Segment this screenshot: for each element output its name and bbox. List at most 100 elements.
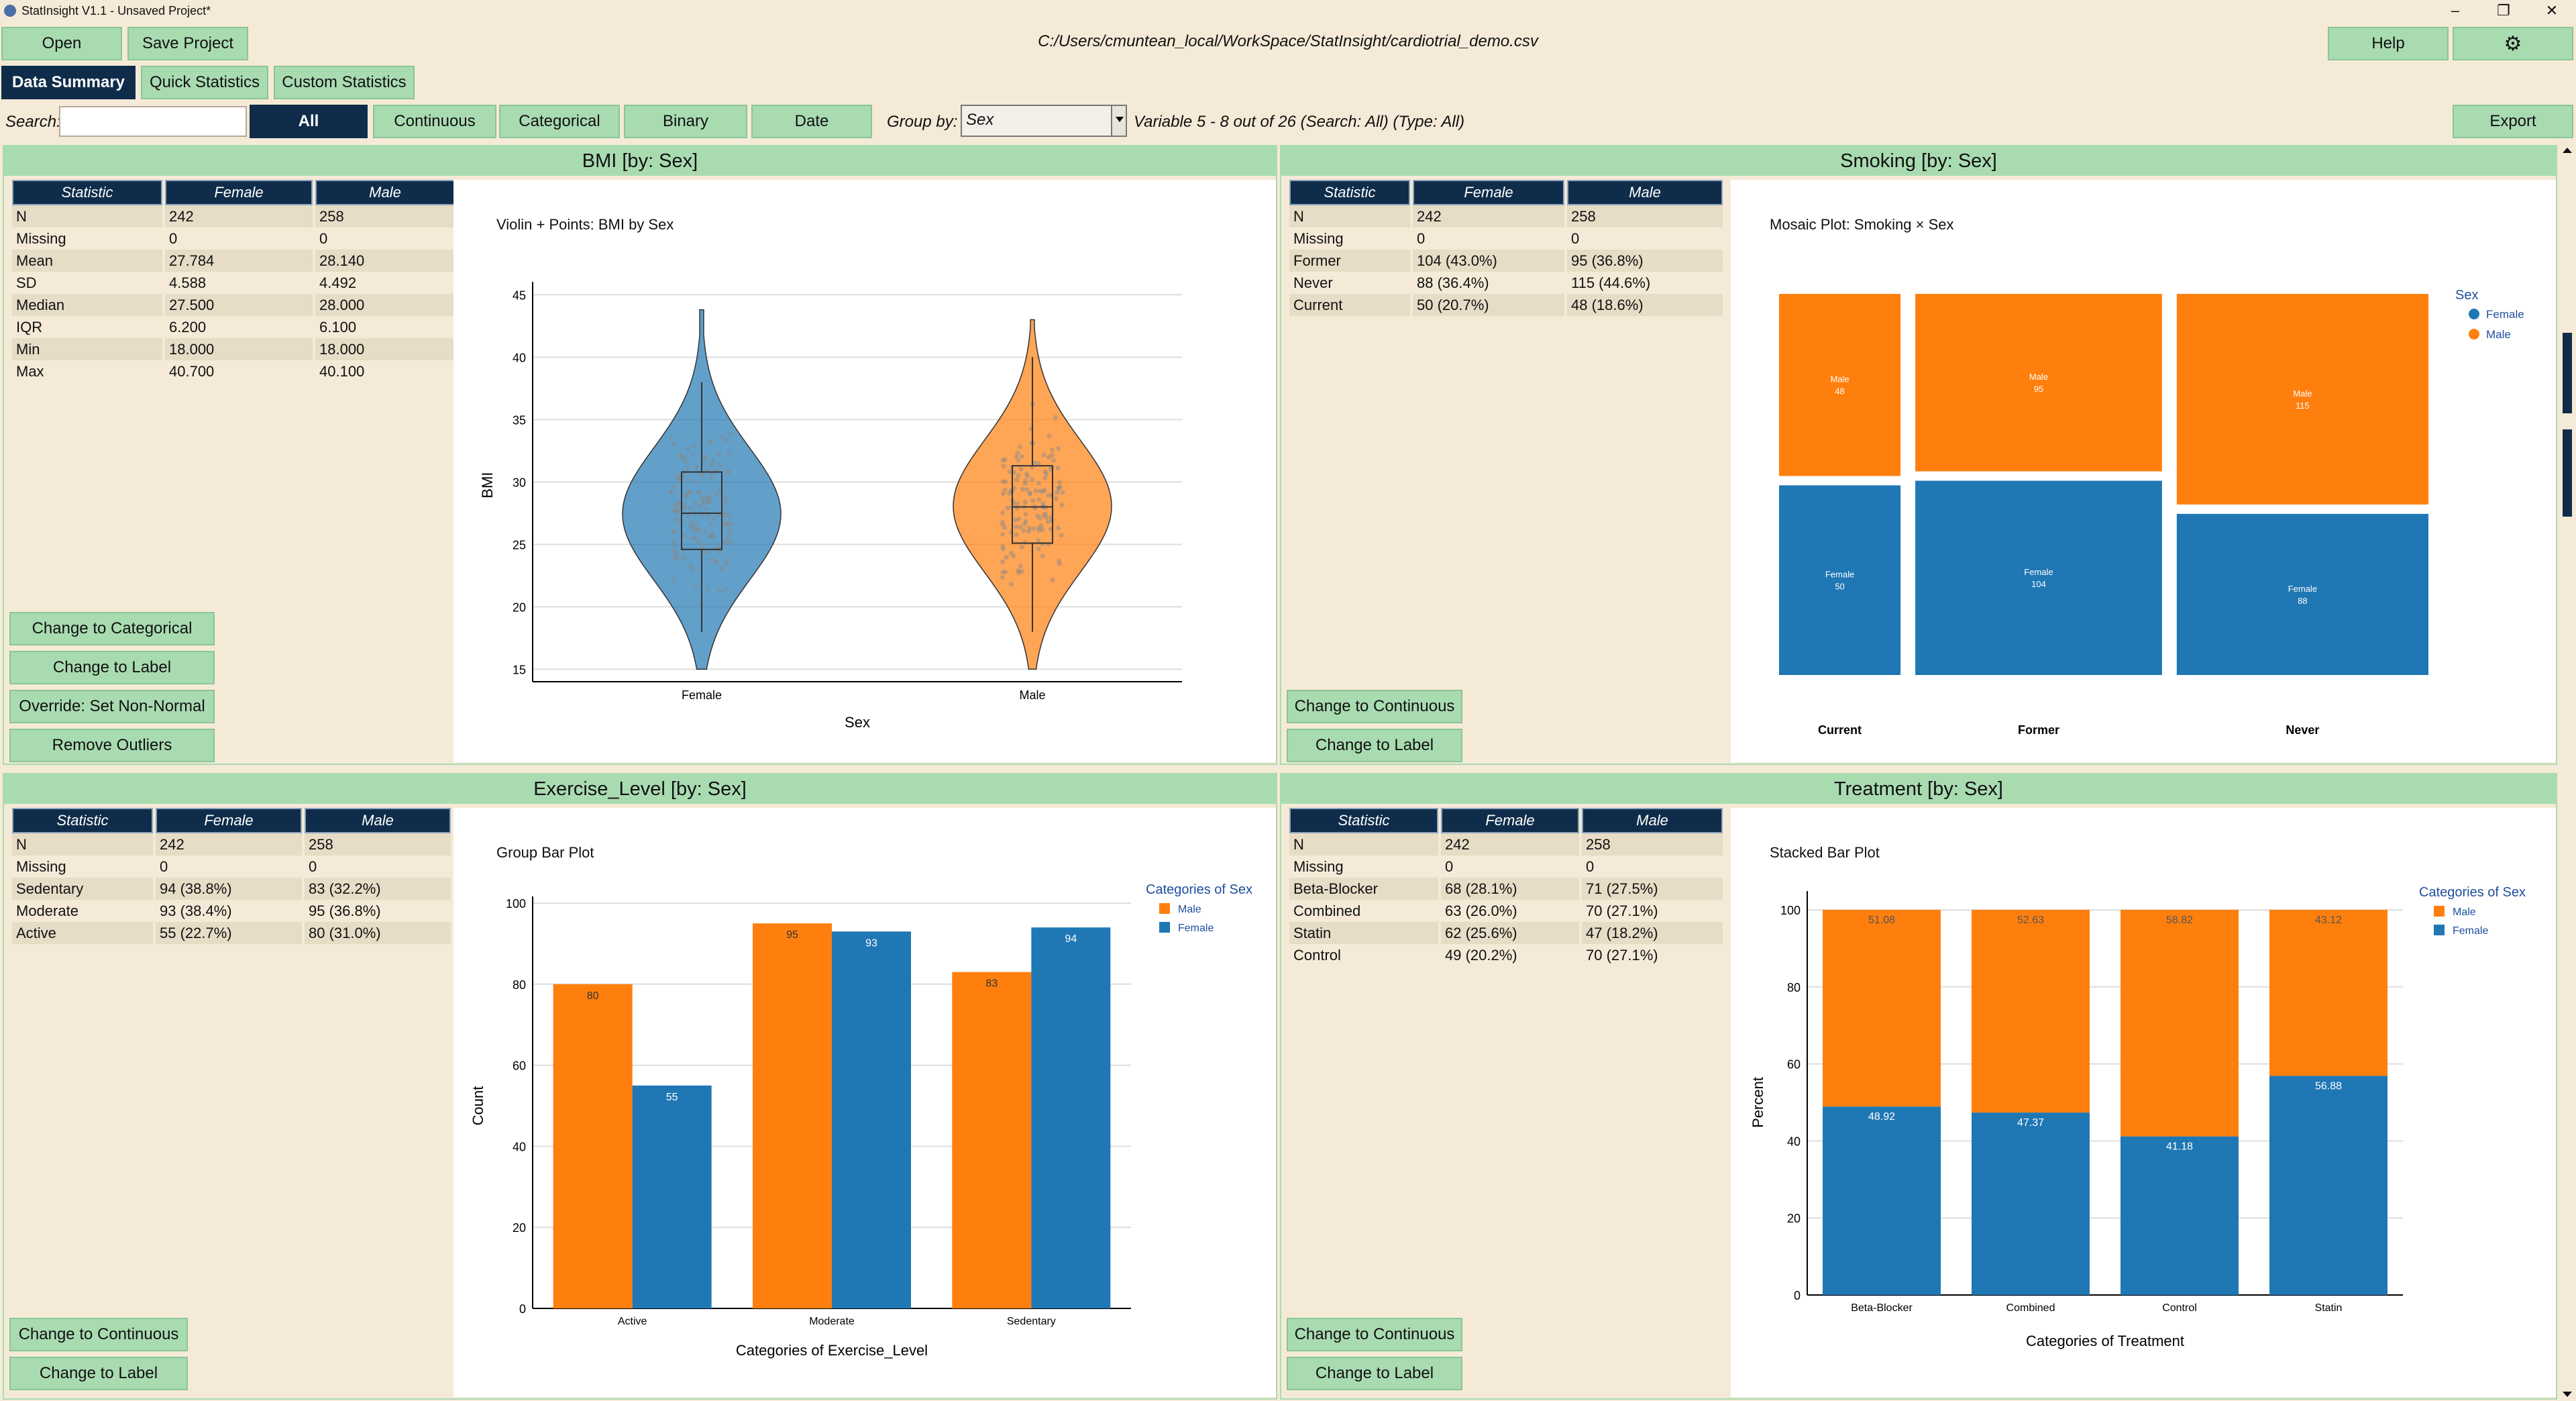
bar-male — [2121, 910, 2239, 1137]
table-cell: Max — [16, 362, 44, 380]
change-to-continuous-button[interactable]: Change to Continuous — [1287, 690, 1462, 723]
change-to-label-button[interactable]: Change to Label — [9, 651, 215, 684]
table-row: IQR 6.200 6.100 — [12, 316, 455, 338]
data-point — [1026, 529, 1032, 534]
data-point — [719, 566, 724, 571]
change-to-label-button[interactable]: Change to Label — [1287, 1357, 1462, 1390]
data-point — [1019, 568, 1024, 574]
data-point — [1032, 460, 1037, 466]
type-filter-categorical[interactable]: Categorical — [499, 105, 620, 138]
type-filter-continuous[interactable]: Continuous — [373, 105, 496, 138]
data-point — [724, 437, 729, 443]
table-cell: IQR — [16, 318, 43, 335]
data-point — [677, 500, 682, 505]
cell-label: Male — [2029, 372, 2048, 382]
change-to-continuous-button[interactable]: Change to Continuous — [1287, 1318, 1462, 1351]
data-point — [1057, 561, 1062, 566]
bar-female — [2121, 1136, 2239, 1295]
table-cell: Min — [12, 338, 162, 360]
tab-custom-statistics[interactable]: Custom Statistics — [274, 66, 415, 99]
data-point — [728, 531, 733, 536]
data-point — [1036, 527, 1042, 533]
maximize-icon[interactable]: ❐ — [2497, 2, 2510, 19]
table-cell: 258 — [305, 833, 451, 855]
data-point — [679, 454, 684, 459]
close-icon[interactable]: ✕ — [2545, 2, 2559, 19]
data-point — [1016, 570, 1022, 576]
change-to-categorical-button[interactable]: Change to Categorical — [9, 612, 215, 645]
vertical-scrollbar[interactable] — [2559, 145, 2576, 1401]
cell-count: 88 — [2298, 596, 2307, 606]
tab-quick-statistics[interactable]: Quick Statistics — [141, 66, 268, 99]
help-button[interactable]: Help — [2328, 27, 2449, 60]
data-point — [1003, 479, 1008, 484]
col-header: Female — [165, 180, 313, 205]
data-point — [1056, 486, 1061, 491]
type-filter-binary[interactable]: Binary — [624, 105, 747, 138]
data-point — [1046, 541, 1051, 547]
panel-title: Smoking [by: Sex] — [1281, 146, 2556, 176]
data-point — [693, 522, 698, 527]
table-cell: 242 — [1441, 833, 1579, 855]
table-cell: 6.100 — [319, 318, 357, 335]
data-point — [723, 561, 729, 566]
type-filter-all[interactable]: All — [250, 105, 368, 138]
x-axis-label: Categories of Exercise_Level — [736, 1342, 928, 1359]
data-point — [1003, 570, 1008, 575]
data-point — [1040, 501, 1046, 506]
data-point — [687, 489, 692, 495]
tab-data-summary[interactable]: Data Summary — [1, 66, 136, 99]
table-cell: Mean — [12, 250, 162, 272]
data-point — [1030, 498, 1036, 503]
mosaic-cell-male — [1779, 294, 1901, 476]
data-point — [1011, 553, 1016, 558]
minimize-icon[interactable]: – — [2451, 2, 2460, 19]
x-tick-label: Active — [618, 1316, 647, 1327]
table-row: Min 18.000 18.000 — [12, 338, 455, 360]
change-to-label-button[interactable]: Change to Label — [1287, 729, 1462, 762]
data-point — [1031, 526, 1036, 531]
table-cell: Statin — [1289, 922, 1438, 944]
x-axis-label: Categories of Treatment — [2026, 1333, 2184, 1349]
change-to-label-button[interactable]: Change to Label — [9, 1357, 188, 1390]
tick-label: 80 — [1787, 981, 1801, 994]
window-title: StatInsight V1.1 - Unsaved Project* — [21, 3, 211, 17]
chevron-down-icon[interactable] — [1111, 106, 1126, 136]
data-point — [696, 490, 701, 496]
data-point — [1060, 490, 1065, 495]
type-filter-date[interactable]: Date — [751, 105, 872, 138]
data-point — [718, 433, 724, 439]
search-input[interactable] — [59, 106, 247, 137]
table-cell: 50 (20.7%) — [1413, 294, 1564, 316]
chart-title: Group Bar Plot — [496, 844, 594, 861]
table-cell: SD — [16, 274, 37, 291]
data-point — [672, 507, 677, 513]
export-button[interactable]: Export — [2453, 105, 2573, 138]
change-to-continuous-button[interactable]: Change to Continuous — [9, 1318, 188, 1351]
data-point — [1056, 525, 1061, 531]
data-point — [1040, 488, 1046, 494]
data-point — [1023, 511, 1028, 517]
data-point — [702, 528, 707, 533]
open-button[interactable]: Open — [1, 27, 122, 60]
table-row: Statin 62 (25.6%) 47 (18.2%) — [1289, 922, 1723, 944]
table-cell: 258 — [1582, 833, 1723, 855]
table-cell: 115 (44.6%) — [1571, 274, 1651, 291]
chart-title: Stacked Bar Plot — [1770, 844, 1880, 861]
remove-outliers-button[interactable]: Remove Outliers — [9, 729, 215, 762]
data-point — [723, 513, 729, 518]
data-point — [682, 456, 687, 462]
data-point — [704, 506, 709, 511]
save-project-button[interactable]: Save Project — [127, 27, 248, 60]
data-label: 94 — [1065, 933, 1077, 945]
table-row: Beta-Blocker 68 (28.1%) 71 (27.5%) — [1289, 878, 1723, 900]
settings-gear-icon[interactable]: ⚙ — [2453, 27, 2573, 60]
table-cell: N — [12, 205, 162, 227]
legend-title: Sex — [2455, 288, 2478, 303]
groupby-select[interactable]: Sex — [961, 105, 1127, 137]
table-cell: 28.140 — [315, 250, 455, 272]
tick-label: 20 — [513, 1221, 526, 1235]
data-point — [670, 529, 676, 534]
override-non-normal-button[interactable]: Override: Set Non-Normal — [9, 690, 215, 723]
tick-label: 80 — [513, 978, 526, 992]
